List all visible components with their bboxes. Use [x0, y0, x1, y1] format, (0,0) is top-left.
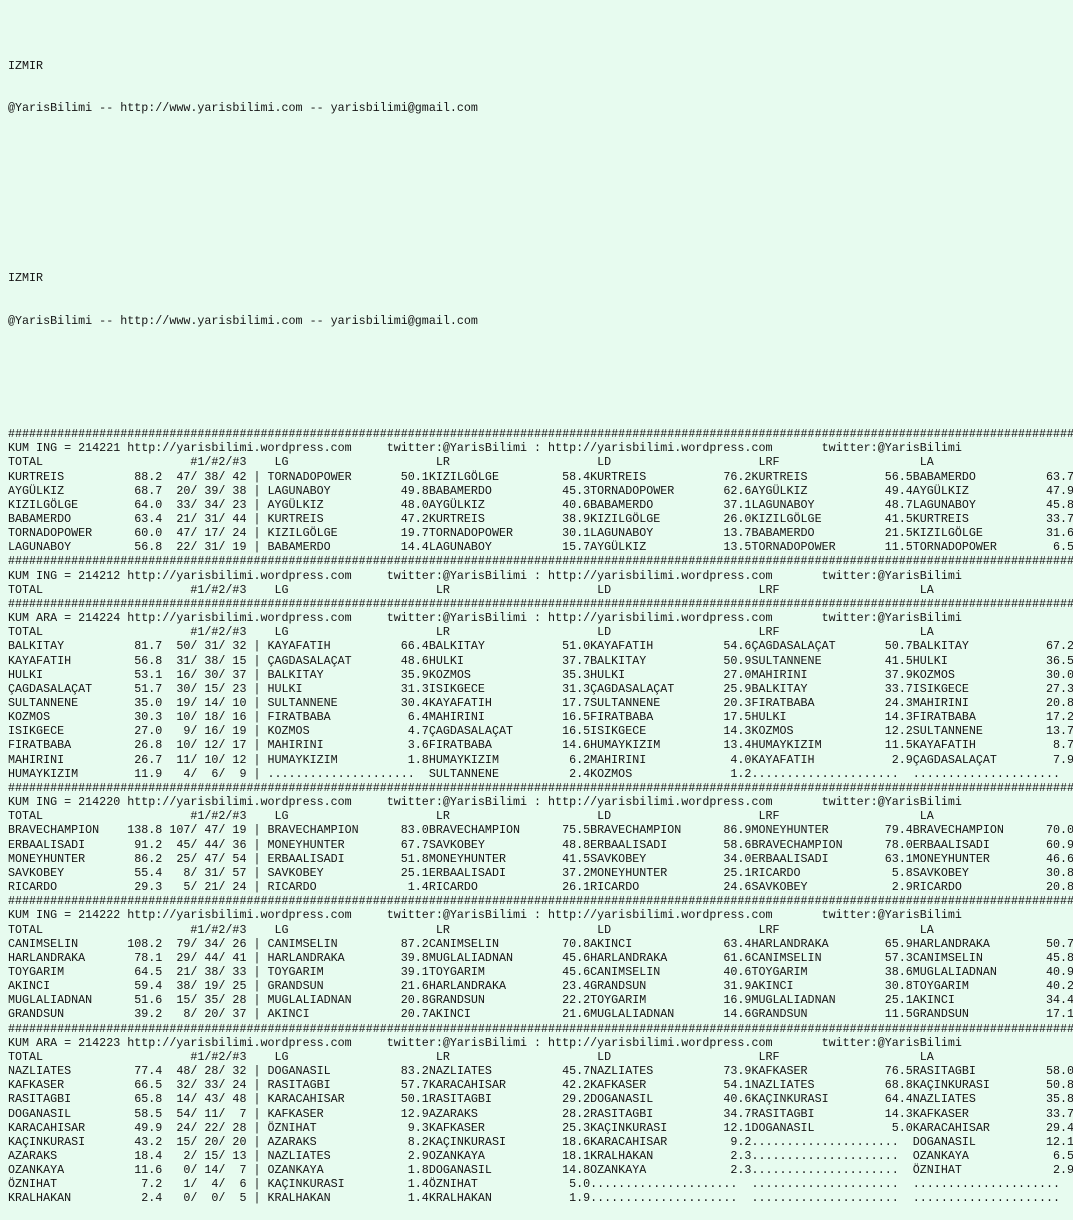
data-row: DOGANASIL 58.5 54/ 11/ 7 | KAFKASER 12.9…: [8, 1106, 1073, 1121]
data-row: ERBAALISADI 91.2 45/ 44/ 36 | MONEYHUNTE…: [8, 837, 1073, 852]
data-row: KAFKASER 66.5 32/ 33/ 24 | RASITAGBI 57.…: [8, 1078, 1073, 1093]
column-header-line: TOTAL #1/#2/#3 LG LR LD LRF LA: [8, 1049, 934, 1064]
column-header-line: TOTAL #1/#2/#3 LG LR LD LRF LA: [8, 625, 934, 640]
data-row: KOZMOS 30.3 10/ 18/ 16 | FIRATBABA 6.4MA…: [8, 710, 1073, 725]
data-row: KURTREIS 88.2 47/ 38/ 42 | TORNADOPOWER …: [8, 469, 1073, 484]
data-row: HUMAYKIZIM 11.9 4/ 6/ 9 | ..............…: [8, 766, 1061, 781]
section-title-line: KUM ING = 214221 http://yarisbilimi.word…: [8, 441, 962, 456]
data-row: MONEYHUNTER 86.2 25/ 47/ 54 | ERBAALISAD…: [8, 851, 1073, 866]
column-header-line: TOTAL #1/#2/#3 LG LR LD LRF LA: [8, 455, 934, 470]
column-header-line: TOTAL #1/#2/#3 LG LR LD LRF LA: [8, 582, 934, 597]
divider-line: ########################################…: [8, 554, 1073, 569]
data-row: HARLANDRAKA 78.1 29/ 44/ 41 | HARLANDRAK…: [8, 950, 1073, 965]
data-row: KRALHAKAN 2.4 0/ 0/ 5 | KRALHAKAN 1.4KRA…: [8, 1191, 1061, 1206]
data-row: BALKITAY 81.7 50/ 31/ 32 | KAYAFATIH 66.…: [8, 639, 1073, 654]
data-row: TORNADOPOWER 60.0 47/ 17/ 24 | KIZILGÖLG…: [8, 526, 1073, 541]
data-row: RICARDO 29.3 5/ 21/ 24 | RICARDO 1.4RICA…: [8, 880, 1073, 895]
data-row: ÇAGDASALAÇAT 51.7 30/ 15/ 23 | HULKI 31.…: [8, 681, 1073, 696]
section-title-line: KUM ING = 214220 http://yarisbilimi.word…: [8, 795, 962, 810]
data-row: FIRATBABA 26.8 10/ 12/ 17 | MAHIRINI 3.6…: [8, 738, 1073, 753]
section-214224: ########################################…: [8, 597, 1073, 781]
section-title-line: KUM ARA = 214223 http://yarisbilimi.word…: [8, 1035, 962, 1050]
contact-line: @YarisBilimi -- http://www.yarisbilimi.c…: [8, 313, 478, 328]
data-row: NAZLIATES 77.4 48/ 28/ 32 | DOGANASIL 83…: [8, 1064, 1073, 1079]
blank-line: [8, 186, 1073, 200]
city-title: IZMIR: [8, 271, 44, 286]
data-row: HULKI 53.1 16/ 30/ 37 | BALKITAY 35.9KOZ…: [8, 667, 1073, 682]
blank-line: [8, 144, 1073, 158]
contact-line: @YarisBilimi -- http://www.yarisbilimi.c…: [8, 101, 478, 116]
divider-line: ########################################…: [8, 894, 1073, 909]
sections-container: ########################################…: [8, 427, 1073, 1206]
divider-line: ########################################…: [8, 1021, 1073, 1036]
data-row: AKINCI 59.4 38/ 19/ 25 | GRANDSUN 21.6HA…: [8, 979, 1073, 994]
data-row: AYGÜLKIZ 68.7 20/ 39/ 38 | LAGUNABOY 49.…: [8, 483, 1073, 498]
column-header-line: TOTAL #1/#2/#3 LG LR LD LRF LA: [8, 922, 934, 937]
section-214212: ########################################…: [8, 554, 1073, 596]
blank-line: [8, 229, 1073, 243]
data-row: CANIMSELIN 108.2 79/ 34/ 26 | CANIMSELIN…: [8, 936, 1073, 951]
data-row: OZANKAYA 11.6 0/ 14/ 7 | OZANKAYA 1.8DOG…: [8, 1163, 1073, 1178]
section-title-line: KUM ING = 214222 http://yarisbilimi.word…: [8, 908, 962, 923]
data-row: ÖZNIHAT 7.2 1/ 4/ 6 | KAÇINKURASI 1.4ÖZN…: [8, 1177, 1061, 1192]
column-header-line: TOTAL #1/#2/#3 LG LR LD LRF LA: [8, 809, 934, 824]
divider-line: ########################################…: [8, 780, 1073, 795]
data-row: KARACAHISAR 49.9 24/ 22/ 28 | ÖZNIHAT 9.…: [8, 1120, 1073, 1135]
divider-line: ########################################…: [8, 596, 1073, 611]
data-row: SULTANNENE 35.0 19/ 14/ 10 | SULTANNENE …: [8, 696, 1073, 710]
data-row: BABAMERDO 63.4 21/ 31/ 44 | KURTREIS 47.…: [8, 511, 1073, 526]
section-title-line: KUM ING = 214212 http://yarisbilimi.word…: [8, 568, 962, 583]
data-row: RASITAGBI 65.8 14/ 43/ 48 | KARACAHISAR …: [8, 1092, 1073, 1107]
data-row: TOYGARIM 64.5 21/ 38/ 33 | TOYGARIM 39.1…: [8, 964, 1073, 979]
section-214222: ########################################…: [8, 894, 1073, 1021]
data-row: AZARAKS 18.4 2/ 15/ 13 | NAZLIATES 2.9OZ…: [8, 1149, 1073, 1163]
data-row: MAHIRINI 26.7 11/ 10/ 12 | HUMAYKIZIM 1.…: [8, 752, 1073, 767]
divider-line: ########################################…: [8, 427, 1073, 442]
section-214221: ########################################…: [8, 427, 1073, 554]
data-row: LAGUNABOY 56.8 22/ 31/ 19 | BABAMERDO 14…: [8, 540, 1073, 555]
blank-line: [8, 356, 1073, 370]
data-row: KAÇINKURASI 43.2 15/ 20/ 20 | AZARAKS 8.…: [8, 1134, 1073, 1149]
section-214223: ########################################…: [8, 1022, 1073, 1206]
section-title-line: KUM ARA = 214224 http://yarisbilimi.word…: [8, 611, 962, 626]
data-row: KIZILGÖLGE 64.0 33/ 34/ 23 | AYGÜLKIZ 48…: [8, 497, 1073, 512]
data-row: SAVKOBEY 55.4 8/ 31/ 57 | SAVKOBEY 25.1E…: [8, 865, 1073, 880]
data-row: KAYAFATIH 56.8 31/ 38/ 15 | ÇAGDASALAÇAT…: [8, 653, 1073, 668]
city-title: IZMIR: [8, 58, 44, 73]
data-row: MUGLALIADNAN 51.6 15/ 35/ 28 | MUGLALIAD…: [8, 993, 1073, 1008]
data-row: ISIKGECE 27.0 9/ 16/ 19 | KOZMOS 4.7ÇAGD…: [8, 724, 1073, 739]
report-header: IZMIR @YarisBilimi -- http://www.yarisbi…: [8, 30, 1073, 398]
data-row: BRAVECHAMPION 138.8 107/ 47/ 19 | BRAVEC…: [8, 823, 1073, 838]
section-214220: ########################################…: [8, 781, 1073, 894]
data-row: GRANDSUN 39.2 8/ 20/ 37 | AKINCI 20.7AKI…: [8, 1007, 1073, 1022]
